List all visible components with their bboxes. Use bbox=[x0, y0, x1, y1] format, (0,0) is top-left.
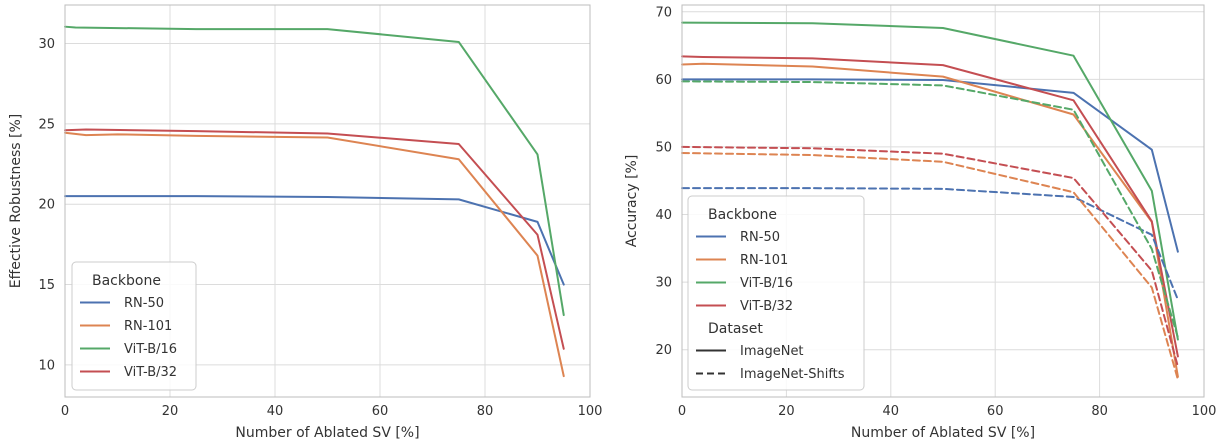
legend: Backbone RN-50 RN-101 ViT-B/16 ViT-B/32 Datas… bbox=[688, 196, 864, 390]
legend-title: Backbone bbox=[92, 273, 161, 289]
legend-box bbox=[688, 196, 864, 390]
legend-entry-vit-b-16: ViT-B/16 bbox=[124, 342, 177, 357]
x-axis-label: Number of Ablated SV [%] bbox=[235, 425, 419, 441]
legend-title: Backbone bbox=[708, 207, 777, 223]
legend-entry-imagenet: ImageNet bbox=[740, 344, 804, 359]
y-tick-label: 60 bbox=[655, 73, 672, 88]
legend-entry-vit-b-16: ViT-B/16 bbox=[740, 276, 793, 291]
legend-entry-rn-50: RN-50 bbox=[740, 230, 780, 245]
x-tick-label: 100 bbox=[1192, 404, 1217, 419]
legend-entry-vit-b-32: ViT-B/32 bbox=[740, 299, 793, 314]
y-tick-label: 50 bbox=[655, 140, 672, 155]
x-axis-label: Number of Ablated SV [%] bbox=[851, 425, 1035, 441]
x-tick-label: 40 bbox=[267, 404, 284, 419]
y-tick-label: 20 bbox=[38, 198, 55, 213]
y-tick-label: 15 bbox=[38, 278, 55, 293]
x-tick-label: 100 bbox=[578, 404, 603, 419]
x-tick-label: 20 bbox=[778, 404, 795, 419]
y-axis-label: Accuracy [%] bbox=[624, 155, 640, 248]
accuracy-panel: 0 20 40 60 80 100 20 30 40 50 60 70 Number of Ablate… bbox=[624, 5, 1216, 441]
x-tick-label: 80 bbox=[1091, 404, 1108, 419]
x-tick-label: 60 bbox=[987, 404, 1004, 419]
y-tick-label: 30 bbox=[38, 37, 55, 52]
legend-entry-vit-b-32: ViT-B/32 bbox=[124, 365, 177, 380]
y-tick-label: 10 bbox=[38, 358, 55, 373]
y-tick-label: 30 bbox=[655, 276, 672, 291]
legend-entry-rn-101: RN-101 bbox=[124, 319, 172, 334]
legend-title-dataset: Dataset bbox=[708, 321, 763, 337]
y-tick-label: 25 bbox=[38, 117, 55, 132]
robustness-panel: 0 20 40 60 80 100 10 15 20 25 30 Number of Ablated … bbox=[8, 5, 602, 441]
y-axis-label: Effective Robustness [%] bbox=[8, 114, 24, 289]
x-tick-label: 40 bbox=[883, 404, 900, 419]
y-tick-label: 70 bbox=[655, 5, 672, 20]
x-tick-label: 0 bbox=[61, 404, 69, 419]
legend-entry-rn-50: RN-50 bbox=[124, 296, 164, 311]
legend-entry-rn-101: RN-101 bbox=[740, 253, 788, 268]
legend: Backbone RN-50 RN-101 ViT-B/16 ViT-B/32 bbox=[72, 262, 196, 390]
y-tick-label: 40 bbox=[655, 208, 672, 223]
x-tick-label: 60 bbox=[372, 404, 389, 419]
y-tick-label: 20 bbox=[655, 343, 672, 358]
x-tick-label: 80 bbox=[477, 404, 494, 419]
x-tick-label: 20 bbox=[162, 404, 179, 419]
legend-entry-imagenet-shifts: ImageNet-Shifts bbox=[740, 367, 845, 382]
x-tick-label: 0 bbox=[678, 404, 686, 419]
